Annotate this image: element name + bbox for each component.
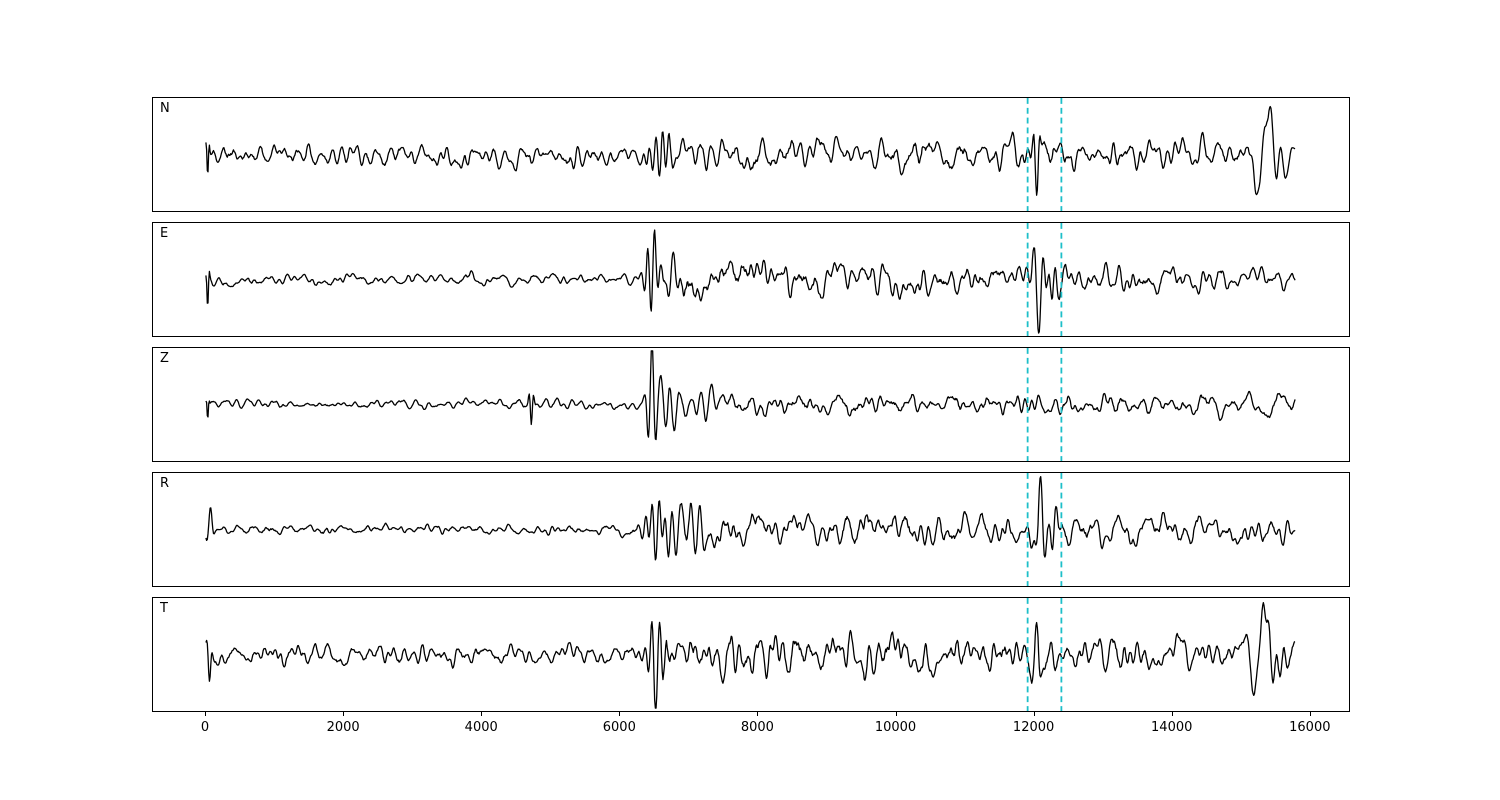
waveform-plot — [205, 98, 1296, 211]
x-tick-mark — [1309, 712, 1311, 716]
x-tick-label: 12000 — [1012, 720, 1055, 735]
x-tick-label: 10000 — [874, 720, 917, 735]
trace-label: N — [160, 101, 170, 116]
waveform-trace — [205, 350, 1296, 441]
waveform-trace — [205, 229, 1296, 334]
x-tick-mark — [205, 712, 207, 716]
trace-panel-E: E — [152, 222, 1350, 337]
waveform-trace — [205, 601, 1296, 709]
x-tick-label: 16000 — [1289, 720, 1331, 735]
trace-panel-R: R — [152, 472, 1350, 587]
trace-label: R — [160, 476, 170, 491]
waveform-plot — [205, 348, 1296, 461]
waveform-trace — [205, 105, 1296, 196]
x-tick-mark — [481, 712, 483, 716]
trace-panel-Z: Z — [152, 347, 1350, 462]
x-tick-mark — [757, 712, 759, 716]
x-tick-label: 0 — [200, 720, 210, 735]
x-tick-mark — [1033, 712, 1035, 716]
x-tick-label: 6000 — [602, 720, 636, 735]
x-tick-mark — [343, 712, 345, 716]
trace-label: Z — [160, 351, 169, 366]
x-tick-mark — [1171, 712, 1173, 716]
trace-panel-N: N — [152, 97, 1350, 212]
x-axis: 0 2000 4000 6000 8000 10000 12000 14000 16000 — [152, 712, 1350, 748]
trace-label: E — [160, 226, 169, 241]
x-tick-label: 8000 — [740, 720, 774, 735]
waveform-plot — [205, 473, 1296, 586]
x-tick-mark — [895, 712, 897, 716]
waveform-plot — [205, 598, 1296, 711]
x-tick-label: 2000 — [326, 720, 360, 735]
waveform-plot — [205, 223, 1296, 336]
x-tick-label: 4000 — [464, 720, 498, 735]
x-tick-mark — [619, 712, 621, 716]
trace-label: T — [160, 601, 168, 616]
x-tick-label: 14000 — [1151, 720, 1193, 735]
waveform-trace — [205, 475, 1296, 561]
trace-panel-T: T — [152, 597, 1350, 712]
